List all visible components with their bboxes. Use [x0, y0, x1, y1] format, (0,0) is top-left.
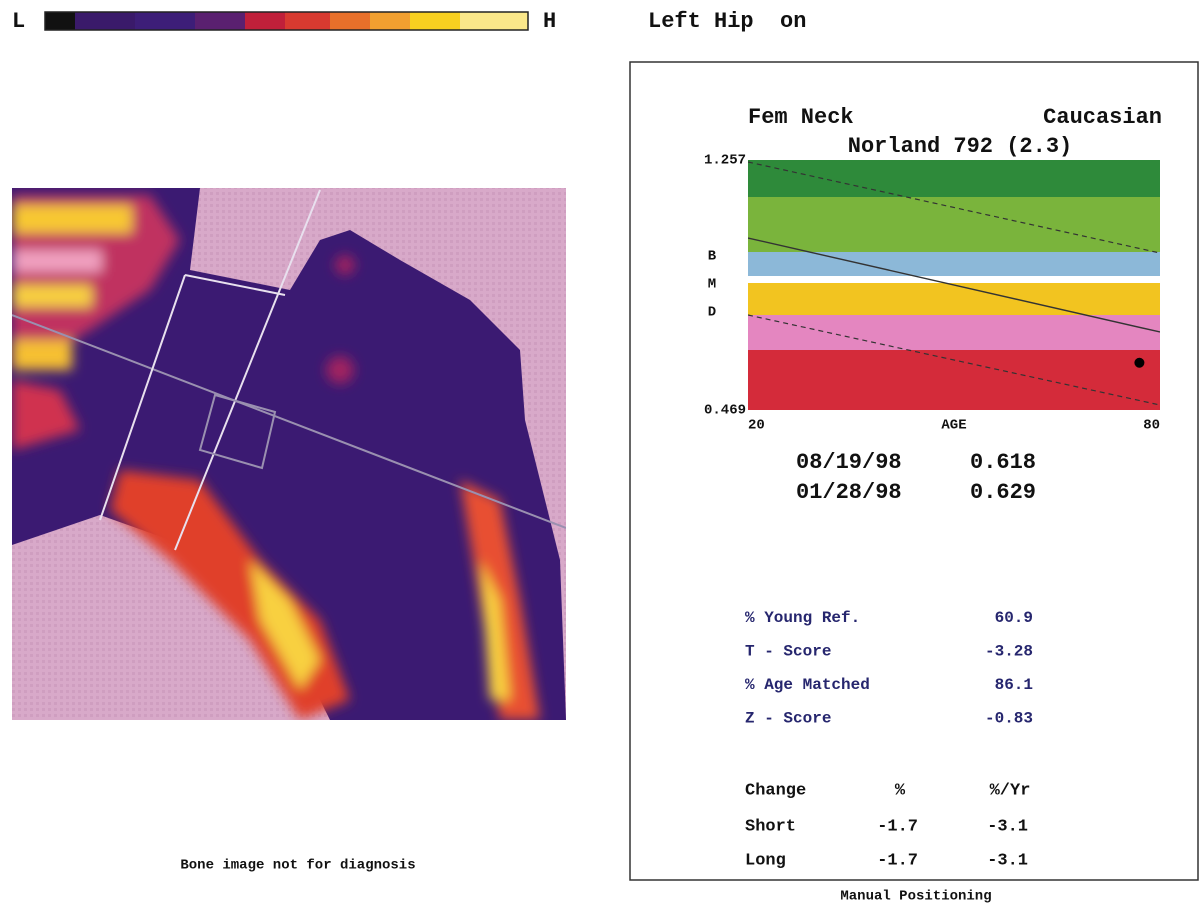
stat-value: 60.9	[995, 609, 1033, 627]
stat-label: % Young Ref.	[745, 609, 860, 627]
data-point	[1134, 357, 1145, 368]
y-tick-label: 0.469	[704, 403, 746, 419]
stat-label: Z - Score	[745, 710, 831, 728]
scan-date: 08/19/98	[796, 450, 902, 475]
bone-image	[12, 188, 566, 720]
change-header: Change	[745, 781, 806, 800]
change-cell: -3.1	[987, 817, 1028, 836]
y-axis-label: B	[708, 249, 717, 265]
x-tick-label: 80	[1143, 418, 1160, 434]
chart-subtitle: Caucasian	[1043, 105, 1162, 130]
change-header: %	[895, 781, 906, 800]
scale-low: L	[12, 9, 25, 34]
scale-high: H	[543, 9, 556, 34]
y-axis-label: D	[708, 305, 716, 321]
stat-label: T - Score	[745, 643, 831, 661]
change-cell: Long	[745, 851, 786, 870]
x-axis-label: AGE	[941, 418, 966, 434]
footer: Manual Positioning	[840, 889, 991, 905]
stat-value: 86.1	[995, 676, 1033, 694]
stat-value: -0.83	[985, 710, 1033, 728]
scan-date: 01/28/98	[796, 480, 902, 505]
x-tick-label: 20	[748, 418, 765, 434]
change-cell: Short	[745, 817, 796, 836]
y-axis-label: M	[708, 277, 716, 293]
stat-value: -3.28	[985, 643, 1033, 661]
change-header: %/Yr	[990, 781, 1031, 800]
y-tick-label: 1.257	[704, 153, 746, 169]
change-cell: -3.1	[987, 851, 1028, 870]
report-panel	[629, 61, 1199, 881]
color-scale	[44, 11, 529, 31]
bmd-chart: 0.469 1.257 20 80 AGE BMD	[704, 153, 1160, 434]
chart-title: Fem Neck	[748, 105, 854, 130]
scan-bmd: 0.618	[970, 450, 1036, 475]
device: Norland 792 (2.3)	[848, 134, 1072, 159]
image-caption: Bone image not for diagnosis	[180, 858, 415, 874]
stat-label: % Age Matched	[745, 676, 870, 694]
report-text: 08/19/98 0.618 01/28/98 0.629 % Young Ref. 60…	[745, 450, 1036, 905]
reference-bands	[748, 160, 1160, 410]
change-cell: -1.7	[877, 851, 918, 870]
scan-bmd: 0.629	[970, 480, 1036, 505]
header-title: Left Hip on	[648, 9, 806, 34]
change-cell: -1.7	[877, 817, 918, 836]
